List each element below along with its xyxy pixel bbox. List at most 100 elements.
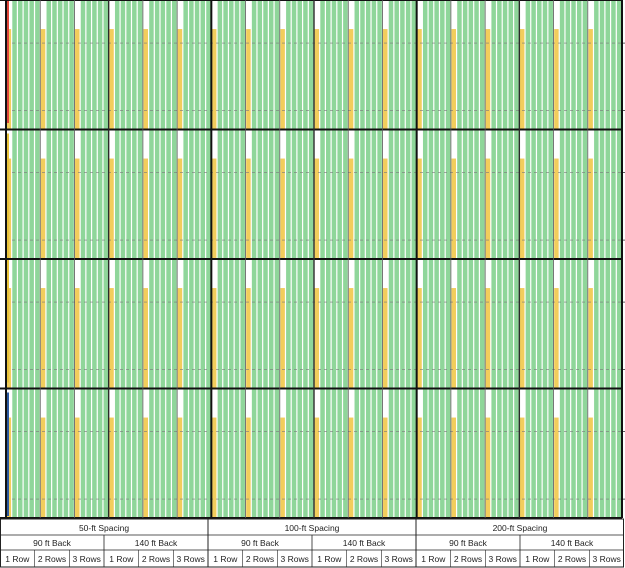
bar-green: [114, 260, 120, 388]
bar-yellow: [211, 288, 217, 388]
bar-green: [497, 1, 502, 129]
bar-green: [320, 130, 325, 258]
bar-green: [599, 130, 605, 258]
bar-green: [189, 1, 194, 129]
bar-green: [594, 260, 599, 388]
bar-yellow: [246, 29, 251, 129]
bar-green: [132, 130, 137, 258]
bar-green: [531, 130, 536, 258]
spacing-label: 50-ft Spacing: [79, 523, 129, 533]
bar-green: [480, 389, 485, 517]
bar-green: [502, 389, 508, 517]
bar-green: [371, 130, 377, 258]
bar-green: [160, 389, 166, 517]
bar-green: [371, 389, 377, 517]
bar-green: [268, 389, 274, 517]
bar-green: [268, 1, 274, 129]
bar-green: [445, 389, 451, 517]
bar-green: [508, 260, 514, 388]
bar-green: [457, 389, 462, 517]
bar-green: [565, 130, 571, 258]
bar-yellow: [143, 288, 148, 388]
bar-green: [35, 130, 40, 258]
bar-green: [120, 1, 126, 129]
bar-green: [542, 389, 548, 517]
bar-green: [411, 130, 417, 258]
bar-green: [29, 260, 34, 388]
bar-green: [326, 260, 331, 388]
bar-green: [274, 130, 280, 258]
bar-yellow: [519, 29, 525, 129]
bar-green: [548, 389, 553, 517]
bar-green: [46, 389, 52, 517]
bar-green: [377, 389, 382, 517]
bar-yellow: [417, 158, 422, 258]
bar-green: [594, 1, 599, 129]
bar-green: [365, 389, 371, 517]
bar-green: [434, 260, 439, 388]
bar-green: [343, 1, 348, 129]
bar-yellow: [519, 417, 525, 517]
bar-green: [57, 1, 63, 129]
row-count-label: 1 Row: [317, 554, 342, 564]
bar-green: [183, 1, 188, 129]
bar-green: [559, 260, 565, 388]
bar-green: [52, 1, 57, 129]
bar-green: [514, 130, 519, 258]
bar-green: [57, 130, 63, 258]
bar-green: [63, 1, 69, 129]
bar-green: [434, 389, 439, 517]
bar-green: [388, 130, 394, 258]
bar-green: [97, 1, 103, 129]
bar-green: [166, 389, 171, 517]
bar-green: [200, 1, 206, 129]
row-count-label: 1 Row: [213, 554, 238, 564]
bar-green: [137, 260, 143, 388]
bar-green: [114, 130, 120, 258]
bar-green: [52, 130, 57, 258]
bar-green: [462, 130, 468, 258]
bar-green: [23, 1, 29, 129]
bar-yellow: [246, 417, 251, 517]
bar-green: [268, 130, 274, 258]
bar-yellow: [177, 417, 183, 517]
bar-yellow: [109, 158, 114, 258]
bar-green: [80, 260, 86, 388]
bar-green: [114, 1, 120, 129]
bar-green: [571, 389, 576, 517]
row-count-label: 1 Row: [421, 554, 446, 564]
setback-label: 90 ft Back: [449, 538, 488, 548]
bar-green: [257, 389, 263, 517]
bar-yellow: [383, 158, 388, 258]
bar-green: [565, 1, 571, 129]
bar-green: [462, 389, 468, 517]
bar-yellow: [211, 158, 217, 258]
bar-green: [257, 260, 263, 388]
bar-green: [154, 130, 160, 258]
bar-yellow: [348, 158, 354, 258]
bar-green: [35, 389, 40, 517]
bar-green: [377, 130, 382, 258]
bar-green: [377, 1, 382, 129]
bar-green: [542, 260, 548, 388]
bar-green: [97, 130, 103, 258]
bar-green: [308, 389, 314, 517]
bar-yellow: [383, 417, 388, 517]
bar-yellow: [348, 29, 354, 129]
bar-green: [303, 130, 308, 258]
bar-green: [616, 1, 622, 129]
bar-green: [468, 389, 474, 517]
bar-green: [440, 260, 445, 388]
bar-green: [371, 1, 377, 129]
bar-yellow: [211, 29, 217, 129]
bar-yellow: [417, 29, 422, 129]
row-count-label: 2 Rows: [246, 554, 274, 564]
bar-green: [80, 1, 86, 129]
bar-green: [422, 130, 428, 258]
bar-green: [599, 1, 605, 129]
bar-yellow: [417, 288, 422, 388]
bar-yellow: [40, 29, 46, 129]
bar-green: [297, 130, 302, 258]
bar-green: [502, 260, 508, 388]
